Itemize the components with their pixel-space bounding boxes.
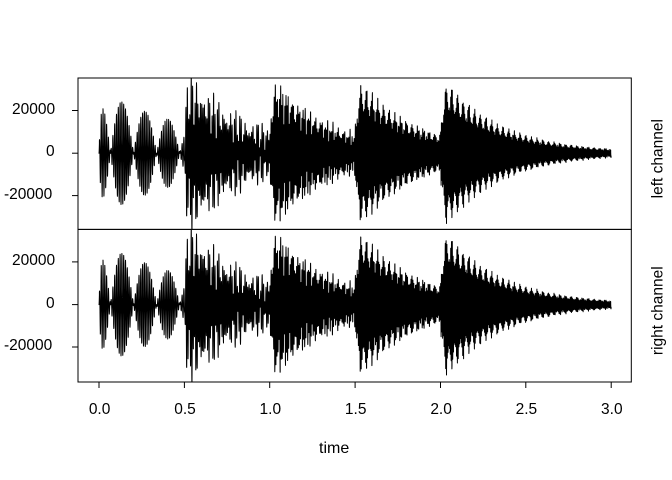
svg-text:left channel: left channel xyxy=(649,119,666,198)
svg-text:right channel: right channel xyxy=(649,266,666,355)
